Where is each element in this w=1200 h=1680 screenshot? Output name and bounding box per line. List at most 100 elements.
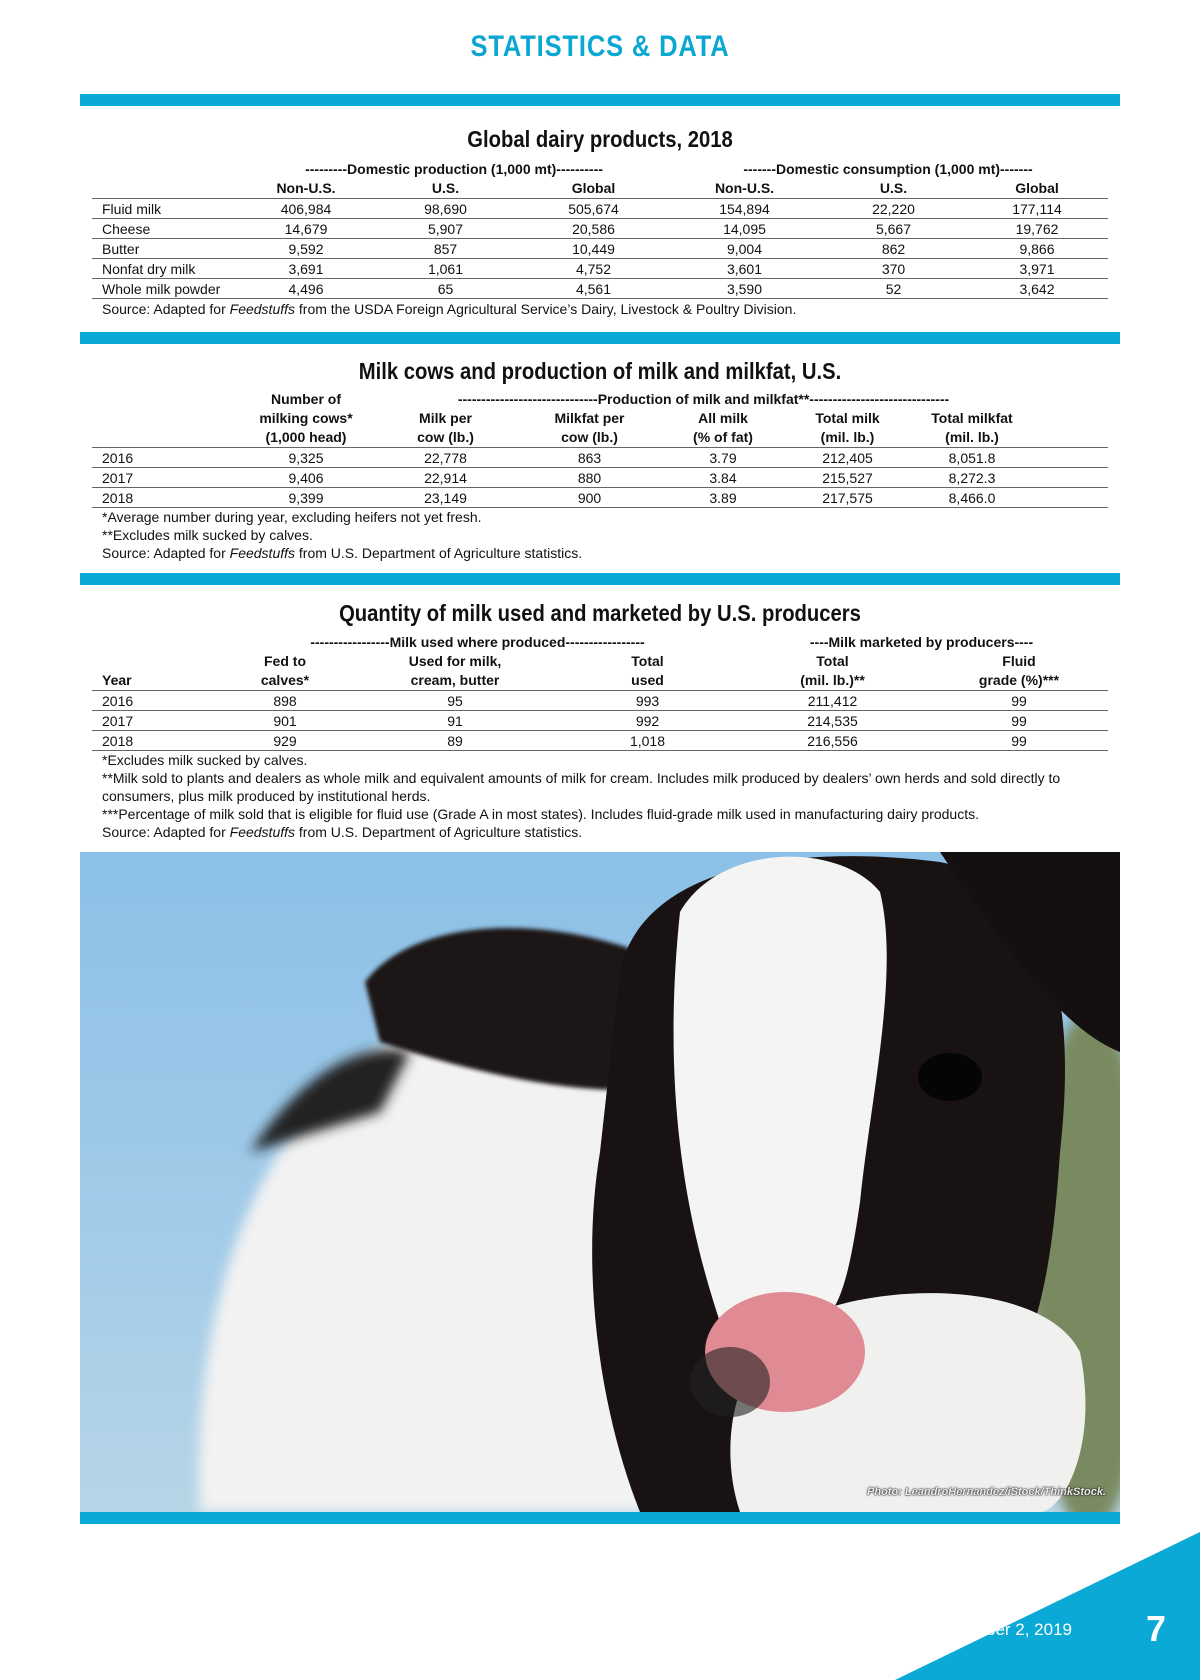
table-cell: 3.89 [709, 490, 737, 506]
row-label: Butter [102, 241, 140, 257]
table-cell: 901 [273, 713, 297, 729]
table-cell: 99 [1011, 733, 1027, 749]
table-cell: 22,220 [872, 201, 915, 217]
footer-accent-shape [895, 1532, 1200, 1680]
source-text: Source: Adapted for [102, 545, 230, 561]
table-row: 2016 898 95 993 211,412 99 [92, 691, 1108, 711]
table-cell: 9,866 [1019, 241, 1055, 257]
table-cell: 9,399 [288, 490, 324, 506]
footnote: *Average number during year, excluding h… [102, 509, 482, 525]
column-header: Total [816, 653, 849, 669]
column-header: Non-U.S. [714, 180, 775, 196]
column-header: Year [102, 672, 132, 688]
calf-illustration [199, 852, 1120, 1512]
table-cell: 929 [273, 733, 297, 749]
table-cell: 154,894 [719, 201, 770, 217]
page-title: STATISTICS & DATA [470, 30, 730, 63]
column-header: (mil. lb.) [945, 429, 999, 445]
footnote: ***Percentage of milk sold that is eligi… [102, 806, 979, 822]
table-cell: 23,149 [424, 490, 467, 506]
table-cell: 99 [1011, 693, 1027, 709]
footer-publication: Feedstuffs, September 2, 2019 [832, 1620, 1072, 1640]
table-row: 2018 9,399 23,149 900 3.89 217,575 8,466.0 [92, 488, 1108, 508]
source-text: from U.S. Department of Agriculture stat… [295, 545, 583, 561]
table-row: 2017 9,406 22,914 880 3.84 215,527 8,272.3 [92, 468, 1108, 488]
table-row: Butter 9,592 857 10,449 9,004 862 9,866 [92, 239, 1108, 259]
table-cell: 3,691 [288, 261, 324, 277]
table-cell: 9,406 [288, 470, 324, 486]
column-header: (mil. lb.)** [800, 672, 865, 688]
table-cell: 4,561 [575, 281, 612, 297]
row-label: 2017 [102, 713, 134, 729]
publication-name: Feedstuffs [229, 824, 296, 840]
table-cell: 98,690 [424, 201, 467, 217]
table-cell: 370 [881, 261, 906, 277]
table-cell: 91 [447, 713, 463, 729]
source-text: Source: Adapted for [102, 301, 230, 317]
column-header: All milk [698, 410, 748, 426]
footnote: **Milk sold to plants and dealers as who… [102, 770, 1061, 804]
group-header-production: ------------------------------Production… [457, 391, 950, 407]
table-cell: 22,778 [424, 450, 467, 466]
table-cell: 10,449 [572, 241, 615, 257]
page-number: 7 [1145, 1608, 1166, 1649]
column-header: grade (%)*** [978, 672, 1060, 688]
source-text: from U.S. Department of Agriculture stat… [295, 824, 583, 840]
group-header-marketed: ----Milk marketed by producers---- [809, 634, 1034, 650]
table-cell: 5,667 [875, 221, 912, 237]
publication-name: Feedstuffs [831, 1620, 918, 1639]
table-cell: 95 [447, 693, 463, 709]
table-cell: 216,556 [807, 733, 858, 749]
column-header: Milkfat per [554, 410, 625, 426]
table-cell: 8,466.0 [948, 490, 996, 506]
table-cell: 993 [635, 693, 660, 709]
table-cell: 4,496 [288, 281, 324, 297]
table-row: 2016 9,325 22,778 863 3.79 212,405 8,051.8 [92, 448, 1108, 468]
row-label: 2018 [102, 733, 134, 749]
row-label: 2017 [102, 470, 134, 486]
group-header-production: ---------Domestic production (1,000 mt)-… [305, 161, 603, 177]
table-cell: 99 [1011, 713, 1027, 729]
row-label: Fluid milk [102, 201, 162, 217]
table-cell: 505,674 [568, 201, 619, 217]
row-label: 2016 [102, 450, 134, 466]
calf-photo: Photo: LeandroHernandez/iStock/ThinkStoc… [80, 852, 1120, 1512]
table-cell: 880 [577, 470, 602, 486]
table-cell: 3,590 [726, 281, 763, 297]
row-label: 2018 [102, 490, 134, 506]
table-cell: 5,907 [427, 221, 464, 237]
group-header-used: -----------------Milk used where produce… [310, 634, 645, 650]
row-label: 2016 [102, 693, 134, 709]
footnote: **Excludes milk sucked by calves. [102, 527, 313, 543]
group-header-consumption: -------Domestic consumption (1,000 mt)--… [743, 161, 1033, 177]
table3-title: Quantity of milk used and marketed by U.… [339, 600, 861, 626]
column-header: Total milk [815, 410, 880, 426]
source-text: Source: Adapted for [102, 824, 230, 840]
column-header: Fed to [264, 653, 306, 669]
column-header: cow (lb.) [417, 429, 474, 445]
column-header: Non-U.S. [276, 180, 336, 196]
table-cell: 214,535 [807, 713, 858, 729]
table-cell: 9,325 [288, 450, 324, 466]
table-cell: 8,272.3 [948, 470, 996, 486]
column-header: used [631, 672, 664, 688]
column-header: Total [631, 653, 664, 669]
column-header: milking cows* [259, 410, 353, 426]
table-cell: 215,527 [822, 470, 873, 486]
table-cell: 992 [635, 713, 660, 729]
table-cell: 898 [273, 693, 297, 709]
column-header: Milk per [419, 410, 472, 426]
table-row: Whole milk powder 4,496 65 4,561 3,590 52 3,64… [92, 279, 1108, 299]
divider-bar [80, 573, 1120, 585]
table-cell: 4,752 [575, 261, 612, 277]
column-header: Fluid [1002, 653, 1036, 669]
table-cell: 9,004 [726, 241, 763, 257]
table-cell: 3.79 [709, 450, 737, 466]
divider-bar [80, 1512, 1120, 1524]
table-cell: 52 [885, 281, 902, 297]
column-header: U.S. [431, 180, 460, 196]
publication-name: Feedstuffs [229, 545, 296, 561]
table-cell: 20,586 [572, 221, 615, 237]
table-cell: 14,095 [723, 221, 766, 237]
table-cell: 212,405 [822, 450, 873, 466]
